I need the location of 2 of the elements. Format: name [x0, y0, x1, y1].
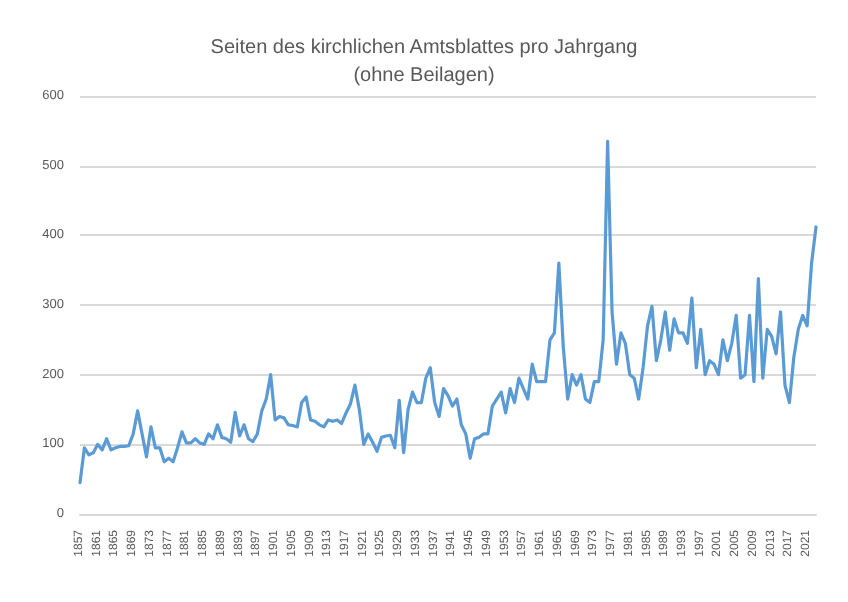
chart-title: Seiten des kirchlichen Amtsblattes pro Jahrgang (ohne Beilagen)	[210, 37, 638, 87]
line-series	[78, 139, 818, 485]
